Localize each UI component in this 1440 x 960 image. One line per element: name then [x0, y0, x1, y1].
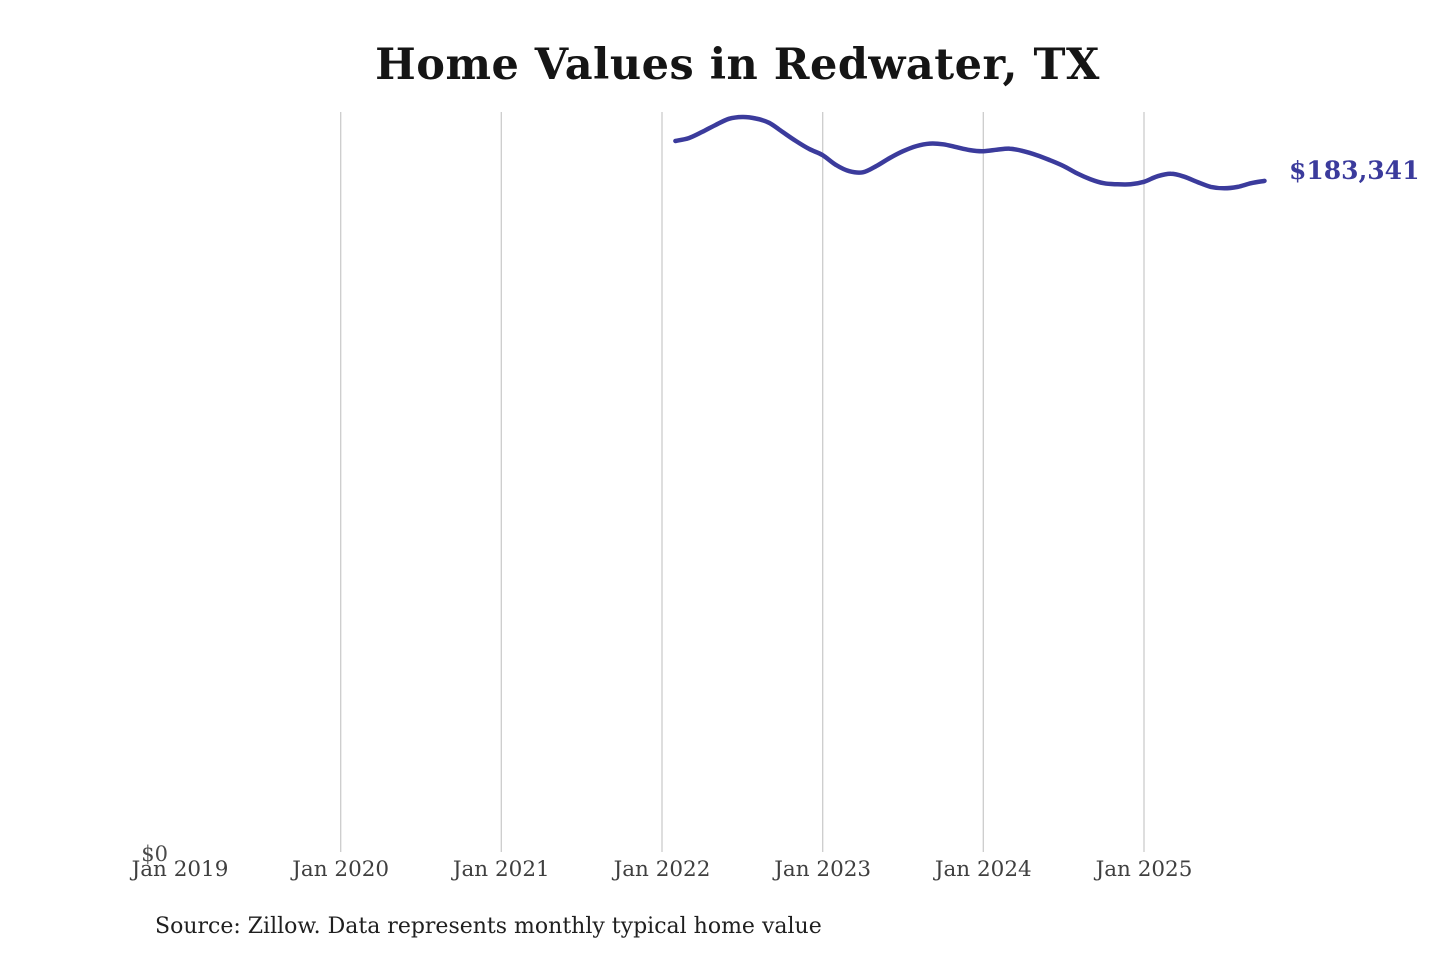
chart-title: Home Values in Redwater, TX	[375, 40, 1100, 90]
x-tick-label-jan-2021: Jan 2021	[452, 857, 550, 882]
x-tick-label-jan-2023: Jan 2023	[774, 857, 872, 882]
y-axis-zero-label: $0	[141, 842, 168, 866]
source-note: Source: Zillow. Data represents monthly …	[155, 914, 822, 939]
x-tick-label-jan-2022: Jan 2022	[613, 857, 711, 882]
series-end-value-label: $183,341	[1289, 156, 1420, 185]
x-tick-label-jan-2025: Jan 2025	[1095, 857, 1193, 882]
series-line	[673, 114, 1267, 191]
x-tick-label-jan-2024: Jan 2024	[934, 857, 1032, 882]
x-tick-label-jan-2020: Jan 2020	[292, 857, 390, 882]
x-tick-label-jan-2019: Jan 2019	[131, 857, 229, 882]
